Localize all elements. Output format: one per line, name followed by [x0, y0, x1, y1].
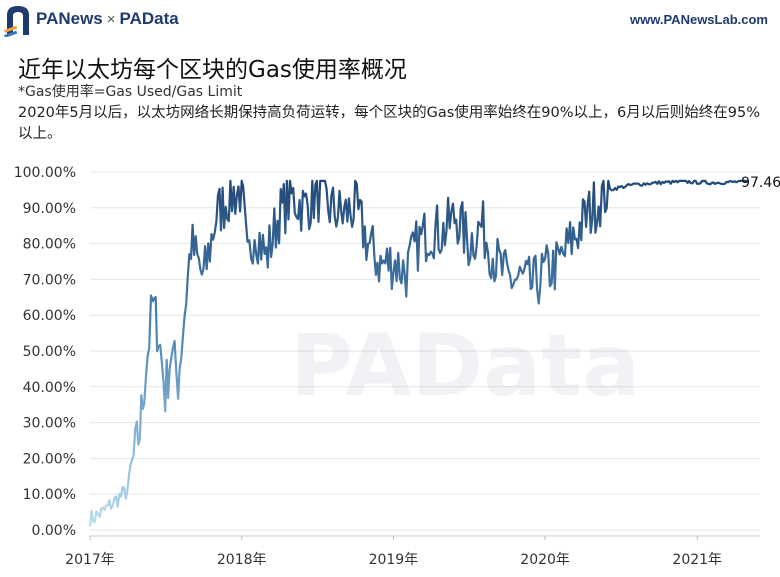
last-value-label: 97.46%	[741, 175, 780, 191]
plot-area: 97.46%	[88, 175, 780, 527]
x-axis: 2017年 2018年 2019年 2020年 2021年	[65, 536, 722, 568]
y-tick-label: 0.00%	[32, 523, 76, 539]
description-text: 2020年5月以后，以太坊网络长期保持高负荷运转，每个区块的Gas使用率始终在9…	[18, 105, 760, 142]
y-axis: 0.00% 10.00% 20.00% 30.00% 40.00% 50.00% 60.00…	[14, 165, 76, 539]
y-tick-label: 20.00%	[23, 451, 76, 467]
y-tick-label: 90.00%	[23, 201, 76, 217]
x-tick-label: 2021年	[672, 552, 722, 568]
site-url: www.PANewsLab.com	[630, 12, 768, 27]
watermark-text: PAData	[290, 316, 640, 416]
page-title: 近年以太坊每个区块的Gas使用率概况	[18, 57, 407, 83]
grid-lines	[90, 171, 760, 537]
y-tick-label: 60.00%	[23, 308, 76, 324]
y-tick-label: 100.00%	[14, 165, 76, 181]
panews-logo-icon	[4, 6, 29, 37]
y-tick-label: 70.00%	[23, 272, 76, 288]
gas-usage-chart: PAData 0.00% 10.00% 20.00% 30.00% 40.00% 50.0…	[14, 165, 780, 568]
formula-note: *Gas使用率=Gas Used/Gas Limit	[18, 84, 243, 100]
series-line	[88, 179, 748, 527]
y-tick-label: 40.00%	[23, 380, 76, 396]
x-tick-label: 2017年	[65, 552, 115, 568]
y-tick-label: 80.00%	[23, 237, 76, 253]
x-tick-label: 2019年	[369, 552, 419, 568]
y-tick-label: 50.00%	[23, 344, 76, 360]
brand-padata: PAData	[119, 9, 179, 28]
y-tick-label: 30.00%	[23, 416, 76, 432]
brand-panews: PANews	[36, 9, 103, 28]
brand-separator: ×	[106, 11, 116, 28]
x-tick-label: 2018年	[217, 552, 267, 568]
brand-title: PANews × PAData	[36, 9, 179, 29]
x-tick-label: 2020年	[520, 552, 570, 568]
y-tick-label: 10.00%	[23, 487, 76, 503]
header-bar: PANews × PAData www.PANewsLab.com	[0, 0, 780, 40]
watermark: PAData	[290, 316, 640, 416]
